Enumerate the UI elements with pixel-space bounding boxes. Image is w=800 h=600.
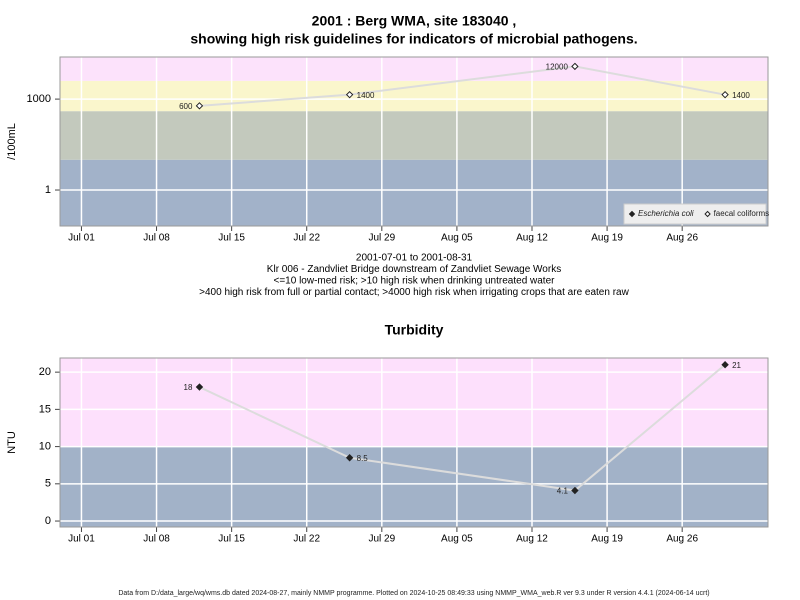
chart-note: >400 high risk from full or partial cont…: [199, 287, 629, 298]
data-label: 1400: [357, 91, 375, 100]
x-tick-label: Aug 26: [666, 534, 698, 545]
data-label: 18: [184, 383, 193, 392]
data-point: [571, 486, 579, 495]
x-tick-label: Jul 22: [293, 233, 320, 244]
data-label: 12000: [546, 63, 569, 72]
y-axis-label: /100mL: [6, 123, 18, 160]
x-tick-label: Jul 01: [68, 233, 95, 244]
y-axis-label: NTU: [6, 431, 18, 454]
data-label: 8.5: [357, 454, 369, 463]
chart-title: 2001 : Berg WMA, site 183040 ,: [312, 13, 517, 29]
data-label: 21: [732, 361, 741, 370]
data-point: [571, 62, 579, 71]
x-tick-label: Jul 22: [293, 534, 320, 545]
footer: Data from D:/data_large/wq/wms.db dated …: [118, 590, 709, 597]
series-line: [199, 363, 726, 492]
x-tick-label: Jul 29: [368, 233, 395, 244]
legend-marker: [704, 210, 711, 218]
y-tick-label: 1000: [27, 93, 51, 105]
y-tick-label: 1: [45, 184, 51, 196]
chart-title: Turbidity: [385, 322, 444, 338]
risk-band: [60, 358, 768, 447]
risk-band: [60, 57, 768, 81]
x-tick-label: Jul 08: [143, 233, 170, 244]
data-point: [195, 102, 204, 110]
data-point: [345, 90, 354, 99]
x-tick-label: Aug 19: [591, 233, 623, 244]
legend: Escherichia coli faecal coliforms: [623, 203, 770, 225]
risk-band: [60, 111, 768, 160]
chart-note: Klr 006 - Zandvliet Bridge downstream of…: [267, 264, 561, 275]
risk-band: [60, 446, 768, 527]
plot-frame: [59, 357, 769, 528]
data-label: 4.1: [557, 487, 569, 496]
legend-marker: [628, 210, 636, 218]
legend-label: faecal coliforms: [714, 209, 770, 218]
x-tick-label: Aug 05: [441, 233, 473, 244]
data-label: 1400: [732, 91, 750, 100]
risk-band: [60, 80, 768, 112]
x-tick-label: Aug 12: [516, 233, 548, 244]
x-tick-label: Jul 29: [368, 534, 395, 545]
x-tick-label: Jul 08: [143, 534, 170, 545]
legend-label: Escherichia coli: [638, 209, 694, 218]
y-tick-label: 20: [39, 366, 51, 378]
x-tick-label: Jul 15: [218, 534, 245, 545]
data-point: [721, 90, 729, 99]
x-tick-label: Aug 05: [441, 534, 473, 545]
data-point: [721, 360, 729, 369]
y-tick-label: 0: [45, 515, 51, 527]
x-tick-label: Aug 19: [591, 534, 623, 545]
chart-note: <=10 low-med risk; >10 high risk when dr…: [274, 276, 556, 287]
chart-title: showing high risk guidelines for indicat…: [190, 31, 637, 47]
data-label: 600: [179, 102, 193, 111]
data-point: [345, 454, 354, 462]
legend-box: [623, 203, 767, 225]
series-line: [199, 65, 726, 107]
plot-frame: [59, 56, 769, 227]
x-tick-label: Aug 12: [516, 534, 548, 545]
y-tick-label: 5: [45, 478, 51, 490]
x-tick-label: Jul 15: [218, 233, 245, 244]
chart-note: 2001-07-01 to 2001-08-31: [356, 253, 473, 264]
data-point: [195, 383, 204, 391]
y-tick-label: 15: [39, 403, 51, 415]
y-tick-label: 10: [39, 441, 51, 453]
x-tick-label: Aug 26: [666, 233, 698, 244]
x-tick-label: Jul 01: [68, 534, 95, 545]
